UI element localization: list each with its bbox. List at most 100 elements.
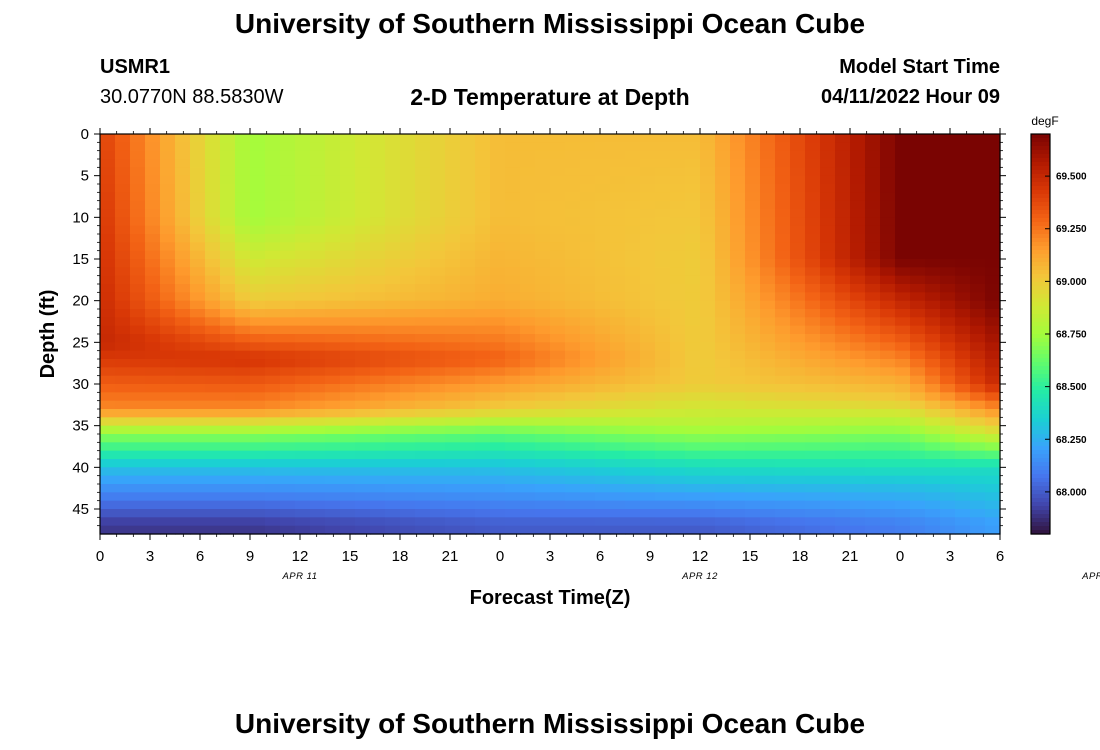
- heatmap-cell: [805, 134, 821, 143]
- heatmap-cell: [235, 259, 251, 268]
- heatmap-cell: [835, 525, 851, 535]
- heatmap-cell: [400, 442, 416, 452]
- heatmap-cell: [280, 192, 296, 202]
- y-tick-label: 5: [81, 168, 89, 185]
- heatmap-cell: [625, 400, 641, 410]
- heatmap-cell: [460, 242, 476, 252]
- heatmap-cell: [715, 409, 731, 418]
- heatmap-cell: [895, 284, 911, 293]
- colorbar-swatch: [1031, 190, 1050, 195]
- heatmap-cell: [745, 150, 761, 160]
- heatmap-cell: [535, 417, 551, 427]
- heatmap-cell: [130, 500, 146, 510]
- heatmap-cell: [835, 184, 851, 193]
- heatmap-cell: [475, 450, 491, 460]
- heatmap-cell: [940, 492, 956, 502]
- colorbar-swatch: [1031, 214, 1050, 219]
- heatmap-cell: [370, 525, 386, 535]
- heatmap-cell: [400, 317, 416, 327]
- heatmap-cell: [910, 159, 926, 168]
- heatmap-cell: [250, 150, 266, 160]
- heatmap-cell: [460, 384, 476, 393]
- heatmap-cell: [115, 284, 131, 293]
- heatmap-cell: [460, 459, 476, 468]
- heatmap-cell: [790, 275, 806, 285]
- heatmap-cell: [520, 134, 536, 143]
- heatmap-cell: [715, 367, 731, 377]
- colorbar-swatch: [1031, 210, 1050, 215]
- colorbar-swatch: [1031, 258, 1050, 263]
- heatmap-cell: [100, 359, 116, 368]
- heatmap-cell: [535, 467, 551, 477]
- heatmap-cell: [220, 475, 236, 485]
- heatmap-cell: [130, 259, 146, 268]
- heatmap-cell: [550, 442, 566, 452]
- heatmap-cell: [595, 192, 611, 202]
- heatmap-cell: [700, 184, 716, 193]
- heatmap-cell: [940, 225, 956, 235]
- heatmap-cell: [160, 217, 176, 227]
- heatmap-cell: [505, 459, 521, 468]
- heatmap-cell: [895, 300, 911, 310]
- heatmap-cell: [220, 375, 236, 385]
- colorbar-swatch: [1031, 514, 1050, 519]
- colorbar-swatch: [1031, 198, 1050, 203]
- heatmap-cell: [760, 192, 776, 202]
- heatmap-cell: [820, 434, 836, 443]
- heatmap-cell: [340, 159, 356, 168]
- heatmap-cell: [715, 250, 731, 260]
- heatmap-cell: [430, 184, 446, 193]
- heatmap-cell: [400, 192, 416, 202]
- heatmap-cell: [775, 309, 791, 318]
- heatmap-cell: [655, 450, 671, 460]
- colorbar-swatch: [1031, 194, 1050, 199]
- heatmap-cell: [460, 500, 476, 510]
- heatmap-cell: [760, 300, 776, 310]
- heatmap-cell: [190, 234, 206, 243]
- heatmap-cell: [190, 367, 206, 377]
- heatmap-cell: [475, 425, 491, 435]
- heatmap-cell: [565, 242, 581, 252]
- heatmap-cell: [955, 259, 971, 268]
- heatmap-cell: [775, 392, 791, 402]
- heatmap-cell: [505, 217, 521, 227]
- heatmap-cell: [715, 159, 731, 168]
- heatmap-cell: [670, 159, 686, 168]
- heatmap-cell: [370, 459, 386, 468]
- heatmap-cell: [370, 259, 386, 268]
- colorbar-swatch: [1031, 202, 1050, 207]
- heatmap-cell: [820, 200, 836, 210]
- heatmap-cell: [640, 417, 656, 427]
- heatmap-cell: [625, 292, 641, 302]
- heatmap-cell: [475, 417, 491, 427]
- heatmap-cell: [610, 525, 626, 535]
- heatmap-cell: [730, 475, 746, 485]
- heatmap-cell: [415, 409, 431, 418]
- heatmap-cell: [310, 359, 326, 368]
- heatmap-cell: [190, 150, 206, 160]
- heatmap-cell: [955, 459, 971, 468]
- heatmap-cell: [250, 392, 266, 402]
- colorbar-swatch: [1031, 378, 1050, 383]
- heatmap-cell: [625, 142, 641, 152]
- heatmap-cell: [235, 500, 251, 510]
- heatmap-cell: [730, 384, 746, 393]
- colorbar-swatch: [1031, 174, 1050, 179]
- heatmap-cell: [670, 475, 686, 485]
- heatmap-cell: [730, 509, 746, 518]
- heatmap-cell: [310, 184, 326, 193]
- heatmap-cell: [850, 242, 866, 252]
- heatmap-cell: [250, 475, 266, 485]
- heatmap-cell: [730, 417, 746, 427]
- heatmap-cell: [940, 434, 956, 443]
- heatmap-cell: [535, 509, 551, 518]
- heatmap-cell: [100, 442, 116, 452]
- heatmap-cell: [835, 242, 851, 252]
- heatmap-cell: [835, 450, 851, 460]
- heatmap-cell: [145, 500, 161, 510]
- heatmap-cell: [385, 159, 401, 168]
- heatmap-cell: [835, 359, 851, 368]
- heatmap-cell: [160, 450, 176, 460]
- heatmap-cell: [490, 242, 506, 252]
- heatmap-cell: [385, 492, 401, 502]
